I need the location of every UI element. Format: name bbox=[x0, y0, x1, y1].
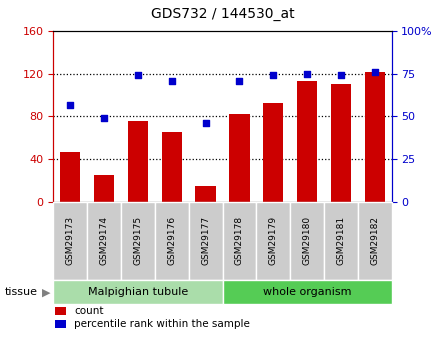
Bar bbox=[162, 132, 182, 202]
Bar bbox=[297, 81, 317, 202]
Point bbox=[270, 73, 277, 78]
Text: GSM29180: GSM29180 bbox=[303, 216, 312, 265]
Text: whole organism: whole organism bbox=[263, 287, 351, 297]
Point bbox=[236, 78, 243, 83]
Text: GSM29178: GSM29178 bbox=[235, 216, 244, 265]
Bar bbox=[263, 102, 283, 202]
Bar bbox=[155, 202, 189, 280]
Point bbox=[168, 78, 175, 83]
Bar bbox=[53, 280, 222, 304]
Bar bbox=[331, 85, 351, 202]
Bar bbox=[256, 202, 290, 280]
Text: GSM29175: GSM29175 bbox=[134, 216, 142, 265]
Bar bbox=[290, 202, 324, 280]
Bar bbox=[121, 202, 155, 280]
Bar bbox=[87, 202, 121, 280]
Bar bbox=[60, 152, 81, 202]
Point bbox=[134, 73, 142, 78]
Text: Malpighian tubule: Malpighian tubule bbox=[88, 287, 188, 297]
Text: GSM29174: GSM29174 bbox=[100, 216, 109, 265]
Point bbox=[202, 120, 209, 126]
Point bbox=[101, 116, 108, 121]
Text: GSM29173: GSM29173 bbox=[66, 216, 75, 265]
Bar bbox=[195, 186, 216, 202]
Bar bbox=[229, 114, 250, 202]
Text: GSM29176: GSM29176 bbox=[167, 216, 176, 265]
Text: GSM29179: GSM29179 bbox=[269, 216, 278, 265]
Text: GSM29177: GSM29177 bbox=[201, 216, 210, 265]
Bar bbox=[94, 175, 114, 202]
Text: GSM29182: GSM29182 bbox=[370, 216, 379, 265]
Bar bbox=[53, 202, 87, 280]
Point bbox=[371, 69, 378, 75]
Bar bbox=[222, 202, 256, 280]
Bar bbox=[222, 280, 392, 304]
Bar bbox=[189, 202, 222, 280]
Text: tissue: tissue bbox=[4, 287, 37, 297]
Bar bbox=[324, 202, 358, 280]
Bar bbox=[364, 72, 385, 202]
Point bbox=[67, 102, 74, 107]
Text: GSM29181: GSM29181 bbox=[336, 216, 345, 265]
Text: GDS732 / 144530_at: GDS732 / 144530_at bbox=[151, 7, 294, 21]
Bar bbox=[128, 121, 148, 202]
Legend: count, percentile rank within the sample: count, percentile rank within the sample bbox=[55, 306, 250, 329]
Text: ▶: ▶ bbox=[42, 287, 51, 297]
Point bbox=[337, 73, 344, 78]
Bar bbox=[358, 202, 392, 280]
Point bbox=[303, 71, 311, 77]
